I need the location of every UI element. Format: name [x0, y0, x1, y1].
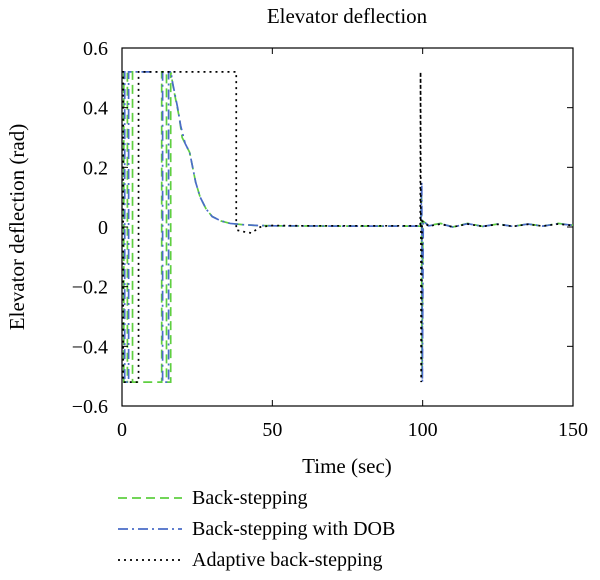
- x-tick-label: 100: [408, 419, 438, 441]
- y-tick-label: 0.4: [83, 98, 108, 120]
- chart-title: Elevator deflection: [267, 4, 428, 28]
- series-line-3: [122, 71, 573, 383]
- series-layer: [122, 71, 573, 383]
- y-tick-label: −0.6: [72, 396, 108, 418]
- y-tick-label: 0.6: [83, 38, 108, 60]
- legend: Back-stepping Back-stepping with DOB Adapt…: [118, 487, 395, 571]
- legend-item: Back-stepping: [118, 487, 308, 509]
- legend-item: Back-stepping with DOB: [118, 518, 395, 540]
- x-tick-label: 0: [117, 419, 127, 441]
- tick-marks: [121, 47, 574, 407]
- legend-label: Adaptive back-stepping: [192, 549, 383, 571]
- legend-label: Back-stepping with DOB: [192, 518, 395, 540]
- y-tick-label: −0.4: [72, 336, 108, 358]
- y-tick-label: 0.2: [83, 157, 108, 179]
- series-line-1: [122, 71, 573, 383]
- y-tick-labels: 0.6 0.4 0.2 0 −0.2 −0.4 −0.6: [72, 38, 108, 418]
- plot-frame: [121, 47, 574, 407]
- y-axis-label: Elevator deflection (rad): [5, 124, 29, 330]
- y-tick-label: −0.2: [72, 277, 108, 299]
- x-axis-label: Time (sec): [302, 454, 392, 478]
- y-tick-label: 0: [98, 217, 108, 239]
- plot-area: [121, 47, 574, 407]
- legend-label: Back-stepping: [192, 487, 308, 509]
- legend-item: Adaptive back-stepping: [118, 549, 383, 571]
- x-tick-label: 150: [558, 419, 588, 441]
- x-tick-label: 50: [262, 419, 282, 441]
- x-tick-labels: 0 50 100 150: [117, 419, 588, 441]
